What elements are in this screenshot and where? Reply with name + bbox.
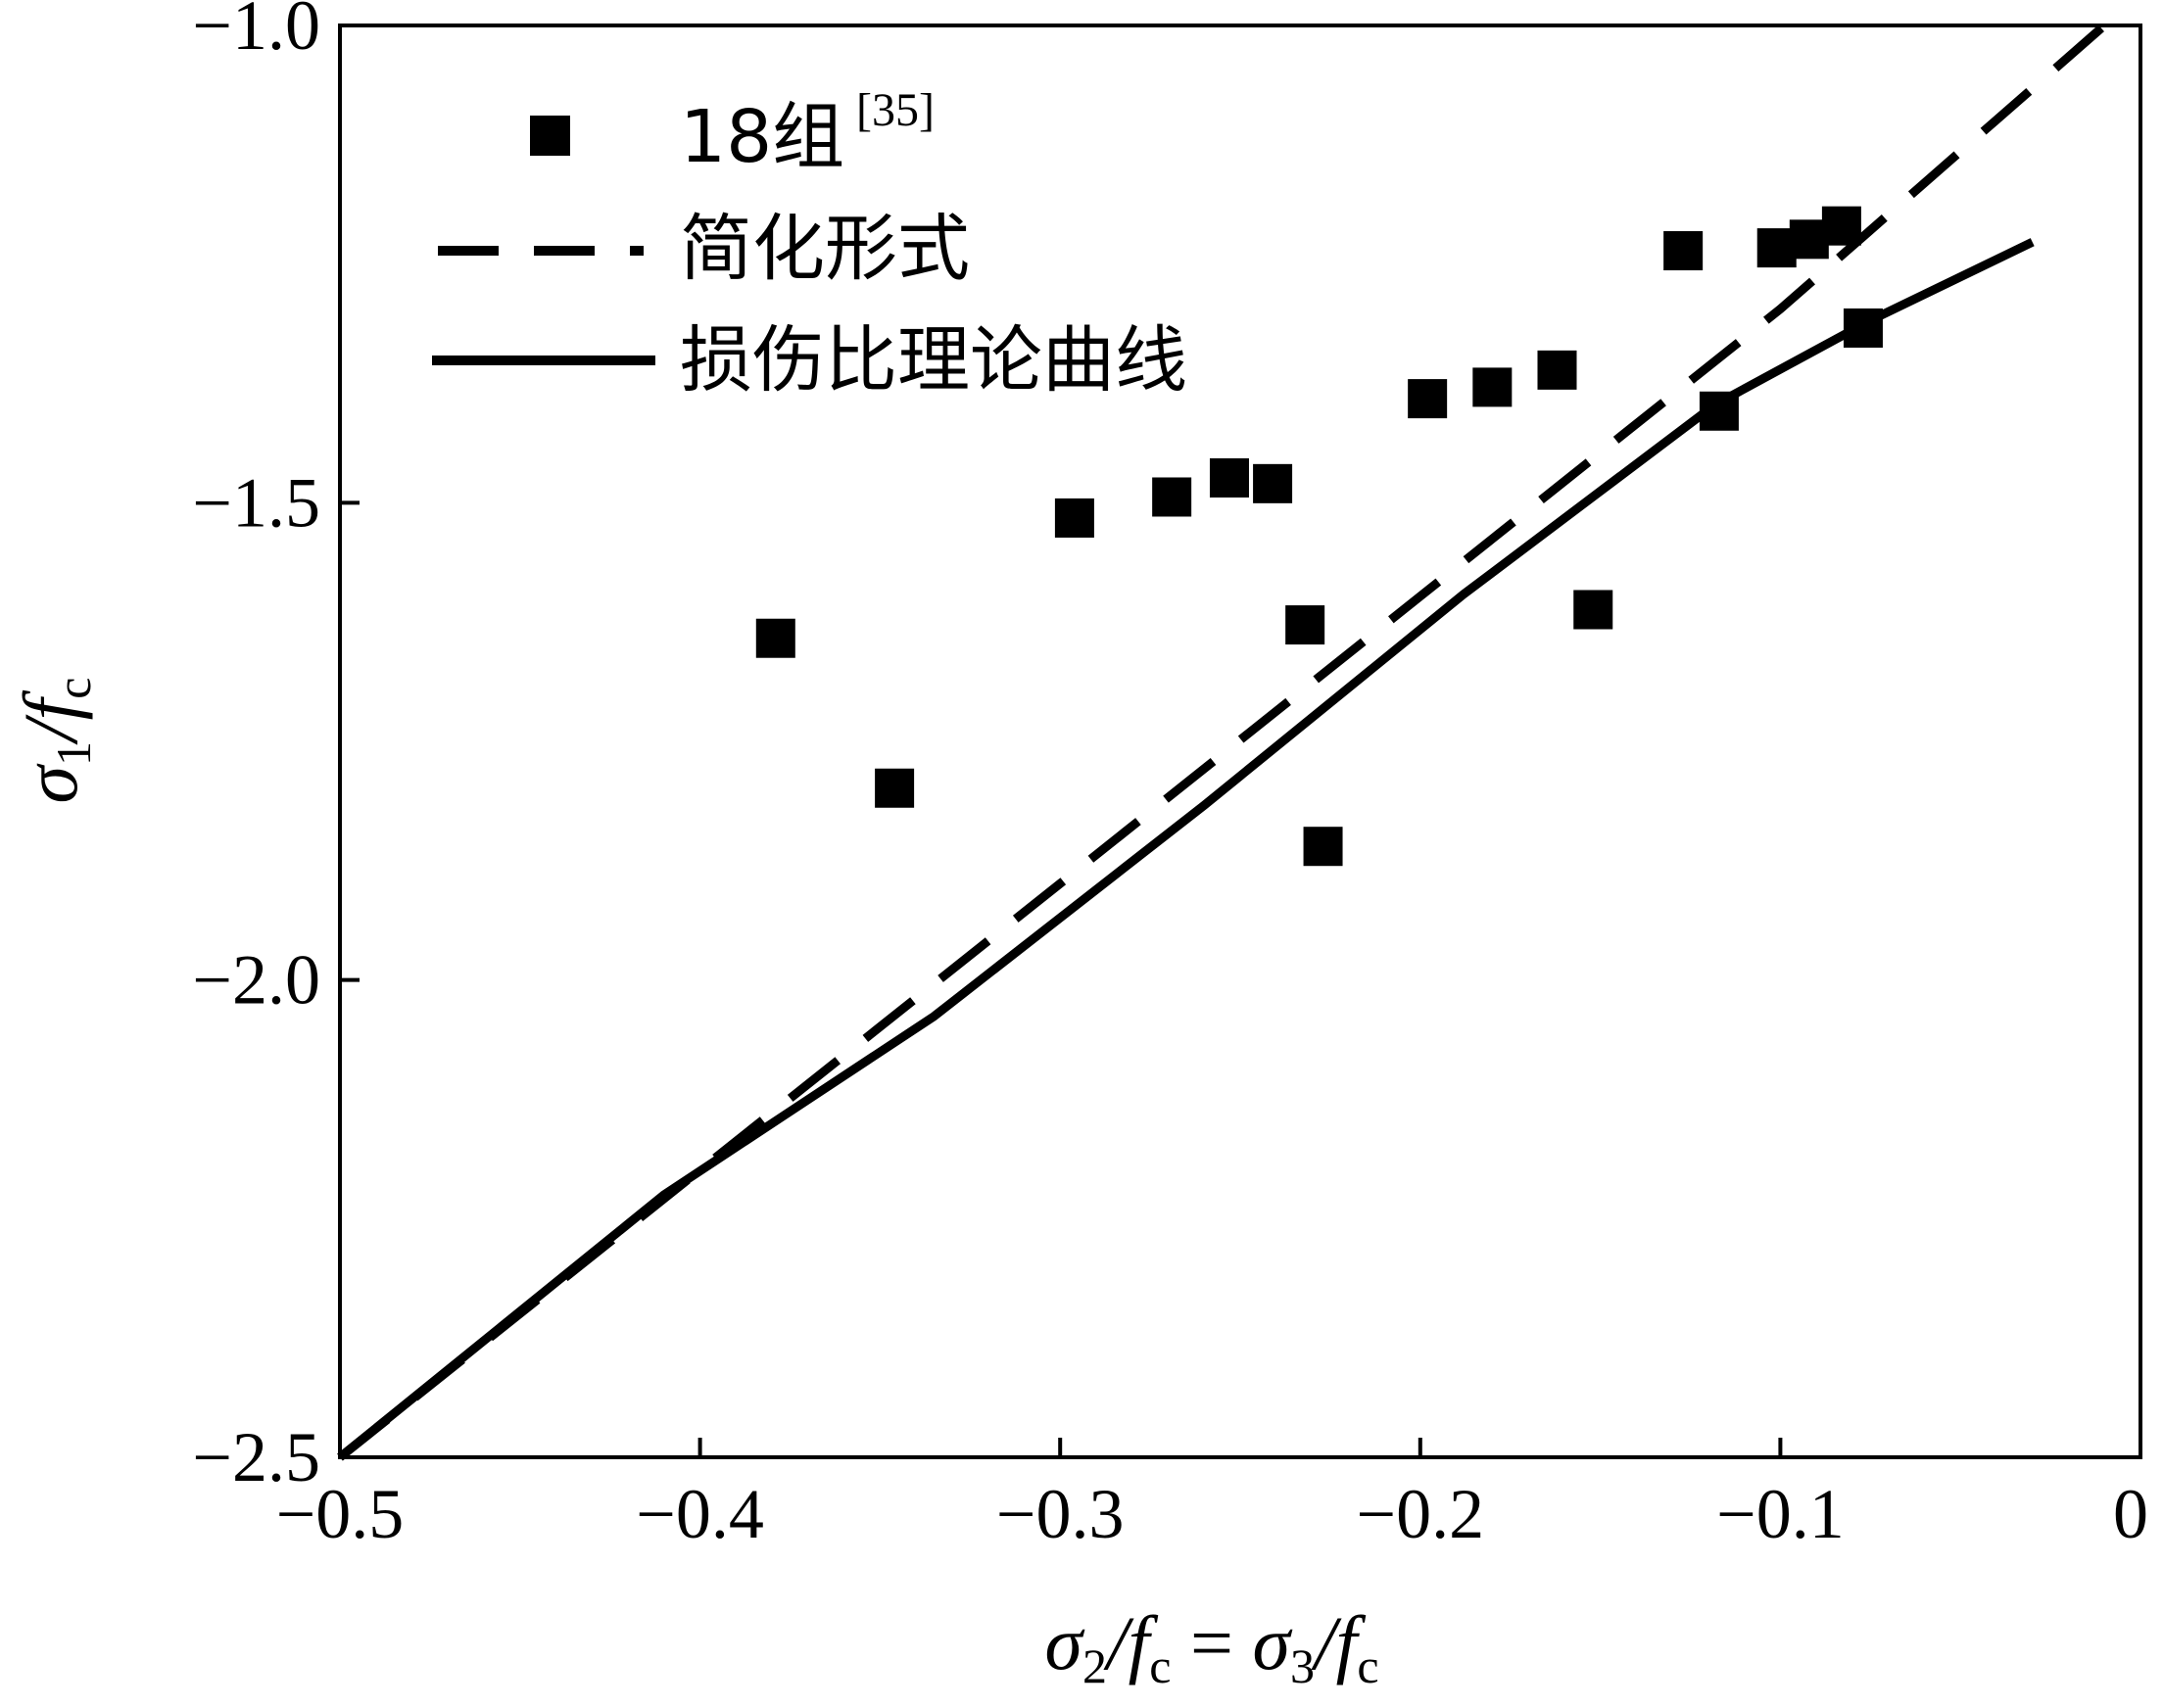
- series-markers: [755, 206, 1883, 867]
- svg-text:σ1/fc: σ1/fc: [8, 677, 101, 803]
- x-tick-label: 0: [2113, 1475, 2148, 1553]
- y-axis: −1.0 −1.5 −2.0 −2.5: [192, 0, 360, 1496]
- y-axis-label: σ1/fc: [8, 677, 101, 803]
- legend-label-dashed: 简化形式: [680, 207, 970, 291]
- data-point-square: [1408, 379, 1448, 419]
- svg-text:σ2/fc = σ3/fc: σ2/fc = σ3/fc: [1044, 1600, 1378, 1693]
- data-point-square: [1303, 827, 1343, 867]
- x-tick-label: −0.1: [1716, 1475, 1845, 1553]
- data-point-square: [1663, 231, 1704, 271]
- x-axis-label: σ2/fc = σ3/fc: [1044, 1600, 1378, 1693]
- x-tick-label: −0.4: [636, 1475, 764, 1553]
- legend-marker-square: [530, 116, 570, 156]
- data-point-square: [1537, 350, 1577, 390]
- plot-frame: [338, 24, 2142, 1459]
- plot-area: −1.0 −1.5 −2.0 −2.5 −0.5 −0.4 −0.3 −0.2 −0.1 0: [192, 0, 2148, 1553]
- y-tick-label: −2.0: [192, 941, 320, 1020]
- data-point-square: [1285, 605, 1325, 645]
- x-tick-label: −0.2: [1356, 1475, 1484, 1553]
- data-point-square: [1253, 463, 1293, 503]
- solid-series-line: [337, 238, 2035, 1461]
- data-point-square: [875, 768, 915, 808]
- data-point-square: [1472, 367, 1513, 407]
- data-point-square: [1821, 206, 1861, 246]
- data-point-square: [1699, 391, 1739, 431]
- data-point-square: [1054, 498, 1094, 538]
- legend-label-scatter: 18组: [680, 95, 844, 179]
- y-tick-label: −1.0: [192, 0, 320, 65]
- x-axis: −0.5 −0.4 −0.3 −0.2 −0.1 0: [276, 1438, 2148, 1553]
- data-point-square: [755, 618, 795, 658]
- x-tick-label: −0.3: [996, 1475, 1125, 1553]
- data-point-square: [1152, 477, 1192, 517]
- x-tick-label: −0.5: [276, 1475, 405, 1553]
- data-point-square: [1573, 590, 1613, 630]
- data-point-square: [1209, 457, 1249, 498]
- y-tick-label: −1.5: [192, 463, 320, 542]
- legend: 18组 [35] 简化形式 损伤比理论曲线: [432, 84, 1187, 403]
- y-tick-label: −2.5: [192, 1418, 320, 1496]
- legend-label-solid: 损伤比理论曲线: [680, 318, 1187, 403]
- data-point-square: [1843, 308, 1883, 348]
- legend-label-scatter-ref: [35]: [856, 84, 935, 136]
